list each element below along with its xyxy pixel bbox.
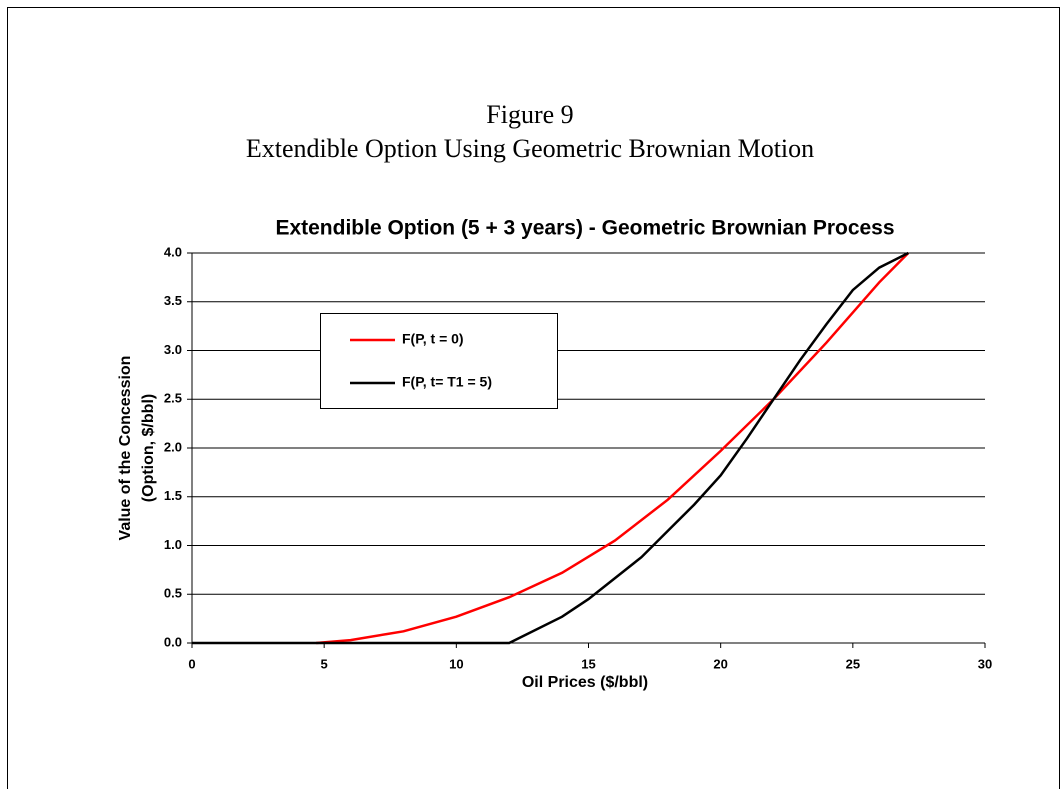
x-tick-label: 0 <box>188 656 195 671</box>
legend-label: F(P, t= T1 = 5) <box>402 374 492 390</box>
y-tick-label: 2.0 <box>164 439 182 454</box>
y-tick-label: 1.5 <box>164 488 182 503</box>
y-tick-label: 3.5 <box>164 293 182 308</box>
y-axis-label: (Option, $/bbl) <box>140 394 157 502</box>
legend-box <box>320 313 558 409</box>
y-axis-label: Value of the Concession <box>117 356 134 541</box>
figure-label: Figure 9 <box>486 100 573 129</box>
series-line <box>192 251 909 645</box>
page-border <box>7 7 1060 789</box>
y-tick-label: 1.0 <box>164 537 182 552</box>
x-tick-label: 25 <box>846 656 860 671</box>
y-tick-label: 0.5 <box>164 586 182 601</box>
y-tick-label: 3.0 <box>164 342 182 357</box>
x-tick-label: 5 <box>321 656 328 671</box>
y-tick-label: 4.0 <box>164 244 182 259</box>
y-tick-label: 0.0 <box>164 634 182 649</box>
x-tick-label: 30 <box>978 656 992 671</box>
x-tick-label: 15 <box>581 656 595 671</box>
series-line <box>316 252 910 645</box>
y-tick-label: 2.5 <box>164 391 182 406</box>
chart-title: Extendible Option (5 + 3 years) - Geomet… <box>275 217 894 240</box>
x-tick-label: 20 <box>713 656 727 671</box>
figure-caption: Extendible Option Using Geometric Browni… <box>246 134 814 163</box>
x-axis-label: Oil Prices ($/bbl) <box>522 674 648 691</box>
x-tick-label: 10 <box>449 656 463 671</box>
legend-label: F(P, t = 0) <box>402 331 464 347</box>
